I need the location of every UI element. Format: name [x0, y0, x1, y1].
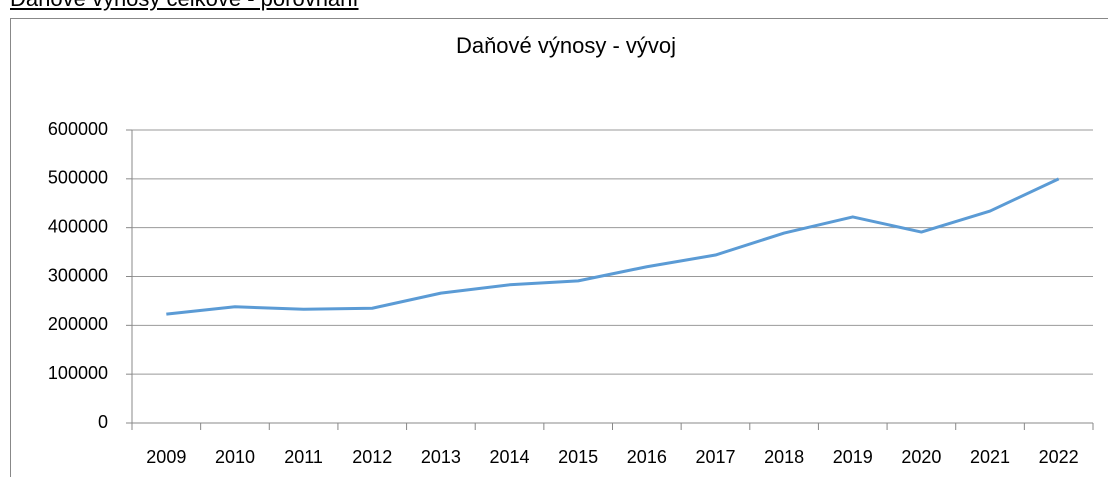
chart-border [10, 18, 1108, 477]
x-tick-label: 2020 [901, 447, 941, 467]
x-tick-label: 2010 [215, 447, 255, 467]
heading: Daňové výnosy celkové - porovnání [10, 0, 359, 12]
x-tick-label: 2012 [352, 447, 392, 467]
y-tick-label: 400000 [48, 216, 108, 236]
y-tick-label: 500000 [48, 168, 108, 188]
x-tick-label: 2016 [627, 447, 667, 467]
x-tick-label: 2021 [970, 447, 1010, 467]
x-tick-label: 2011 [284, 447, 323, 467]
y-tick-label: 200000 [48, 314, 108, 334]
y-tick-label: 300000 [48, 265, 108, 285]
data-line [166, 177, 1060, 316]
x-tick-label: 2019 [833, 447, 873, 467]
x-tick-label: 2022 [1039, 447, 1079, 467]
x-tick-label: 2017 [695, 447, 735, 467]
y-tick-label: 100000 [48, 363, 108, 383]
x-tick-label: 2013 [421, 447, 461, 467]
x-tick-label: 2014 [490, 447, 530, 467]
y-tick-label: 600000 [48, 119, 108, 139]
x-tick-label: 2015 [558, 447, 598, 467]
chart-title: Daňové výnosy - vývoj [456, 33, 676, 58]
y-tick-label: 0 [98, 412, 108, 432]
x-tick-label: 2009 [146, 447, 186, 467]
x-tick-label: 2018 [764, 447, 804, 467]
